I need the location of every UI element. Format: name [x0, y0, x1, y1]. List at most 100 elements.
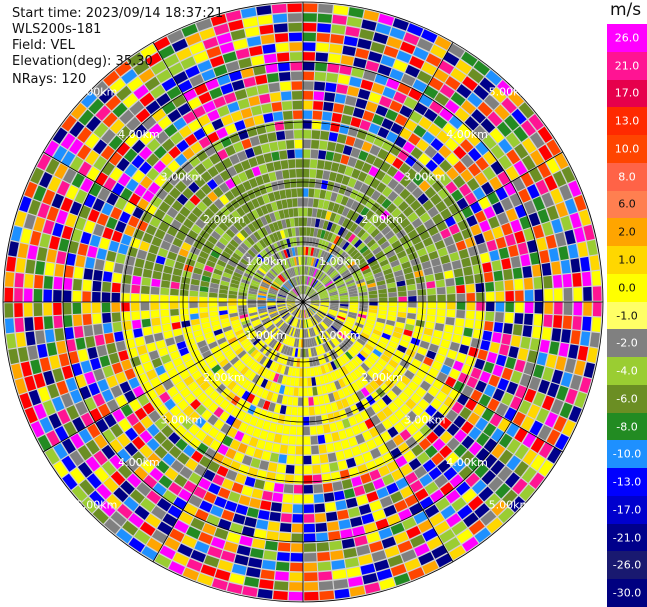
- velocity-gate: [106, 217, 118, 230]
- velocity-gate: [253, 323, 263, 330]
- velocity-gate: [179, 308, 189, 315]
- velocity-gate: [179, 224, 190, 235]
- velocity-gate: [48, 413, 62, 429]
- velocity-gate: [121, 283, 131, 293]
- velocity-gate: [130, 237, 141, 249]
- velocity-gate: [271, 284, 280, 290]
- velocity-gate: [195, 429, 207, 442]
- velocity-gate: [259, 24, 274, 35]
- velocity-gate: [336, 262, 344, 271]
- velocity-gate: [328, 255, 336, 264]
- velocity-gate: [233, 221, 243, 231]
- velocity-gate: [253, 244, 261, 253]
- velocity-gate: [206, 46, 222, 59]
- velocity-gate: [317, 249, 323, 259]
- velocity-gate: [345, 135, 356, 147]
- velocity-gate: [87, 347, 98, 360]
- velocity-gate: [456, 302, 466, 310]
- velocity-gate: [320, 334, 326, 343]
- velocity-gate: [242, 255, 252, 263]
- velocity-gate: [405, 471, 418, 485]
- velocity-gate: [286, 298, 296, 301]
- velocity-gate: [408, 88, 423, 101]
- velocity-gate: [419, 212, 431, 223]
- velocity-gate: [567, 243, 579, 259]
- velocity-gate: [347, 177, 357, 188]
- velocity-gate: [303, 81, 314, 90]
- velocity-gate: [514, 278, 524, 290]
- velocity-gate: [319, 273, 326, 281]
- velocity-gate: [280, 261, 286, 270]
- velocity-gate: [314, 406, 321, 415]
- velocity-gate: [385, 363, 395, 374]
- velocity-gate: [533, 364, 545, 379]
- velocity-gate: [317, 551, 331, 562]
- velocity-gate: [433, 68, 449, 83]
- velocity-gate: [323, 241, 330, 251]
- velocity-gate: [317, 272, 324, 280]
- velocity-gate: [308, 237, 313, 246]
- velocity-gate: [254, 528, 267, 540]
- velocity-gate: [34, 274, 44, 289]
- velocity-gate: [285, 281, 292, 289]
- velocity-gate: [224, 329, 234, 337]
- velocity-gate: [89, 408, 103, 423]
- velocity-gate: [276, 353, 283, 363]
- velocity-gate: [495, 236, 507, 249]
- velocity-gate: [236, 545, 251, 556]
- velocity-gate: [374, 362, 384, 372]
- velocity-gate: [263, 550, 277, 561]
- velocity-gate: [86, 166, 100, 182]
- range-label: 4.00km: [118, 128, 160, 141]
- velocity-gate: [277, 374, 284, 384]
- velocity-gate: [276, 332, 283, 341]
- velocity-gate: [367, 315, 377, 322]
- velocity-gate: [467, 68, 484, 84]
- velocity-gate: [320, 299, 329, 301]
- velocity-gate: [427, 295, 437, 302]
- velocity-gate: [221, 478, 234, 490]
- velocity-gate: [357, 463, 369, 475]
- velocity-gate: [406, 278, 416, 286]
- velocity-gate: [179, 289, 189, 296]
- velocity-gate: [335, 318, 344, 325]
- velocity-gate: [276, 241, 283, 251]
- velocity-gate: [215, 333, 225, 341]
- velocity-gate: [174, 261, 185, 270]
- velocity-gate: [318, 290, 327, 295]
- velocity-gate: [244, 252, 254, 261]
- velocity-gate: [476, 432, 490, 447]
- velocity-gate: [554, 152, 569, 170]
- velocity-gate: [115, 340, 127, 352]
- velocity-gate: [367, 356, 377, 365]
- velocity-gate: [132, 436, 146, 450]
- velocity-gate: [254, 340, 263, 348]
- velocity-gate: [131, 155, 145, 169]
- velocity-gate: [306, 358, 310, 367]
- velocity-gate: [473, 125, 488, 140]
- velocity-gate: [287, 304, 296, 308]
- velocity-gate: [337, 74, 350, 85]
- velocity-gate: [285, 325, 291, 334]
- velocity-gate: [172, 268, 183, 277]
- velocity-gate: [346, 384, 355, 395]
- velocity-gate: [243, 413, 253, 424]
- velocity-gate: [350, 371, 359, 381]
- velocity-gate: [314, 189, 321, 198]
- velocity-gate: [332, 182, 341, 193]
- velocity-gate: [335, 173, 344, 184]
- velocity-gate: [85, 456, 101, 472]
- velocity-gate: [360, 563, 376, 575]
- velocity-gate: [414, 102, 428, 116]
- velocity-gate: [315, 270, 321, 279]
- velocity-gate: [342, 271, 351, 279]
- velocity-gate: [378, 309, 387, 315]
- velocity-gate: [432, 166, 445, 179]
- velocity-gate: [193, 329, 203, 338]
- velocity-gate: [230, 395, 241, 406]
- velocity-gate: [278, 343, 284, 353]
- velocity-gate: [193, 240, 204, 250]
- velocity-gate: [117, 504, 133, 519]
- velocity-gate: [273, 242, 280, 252]
- velocity-gate: [44, 262, 55, 276]
